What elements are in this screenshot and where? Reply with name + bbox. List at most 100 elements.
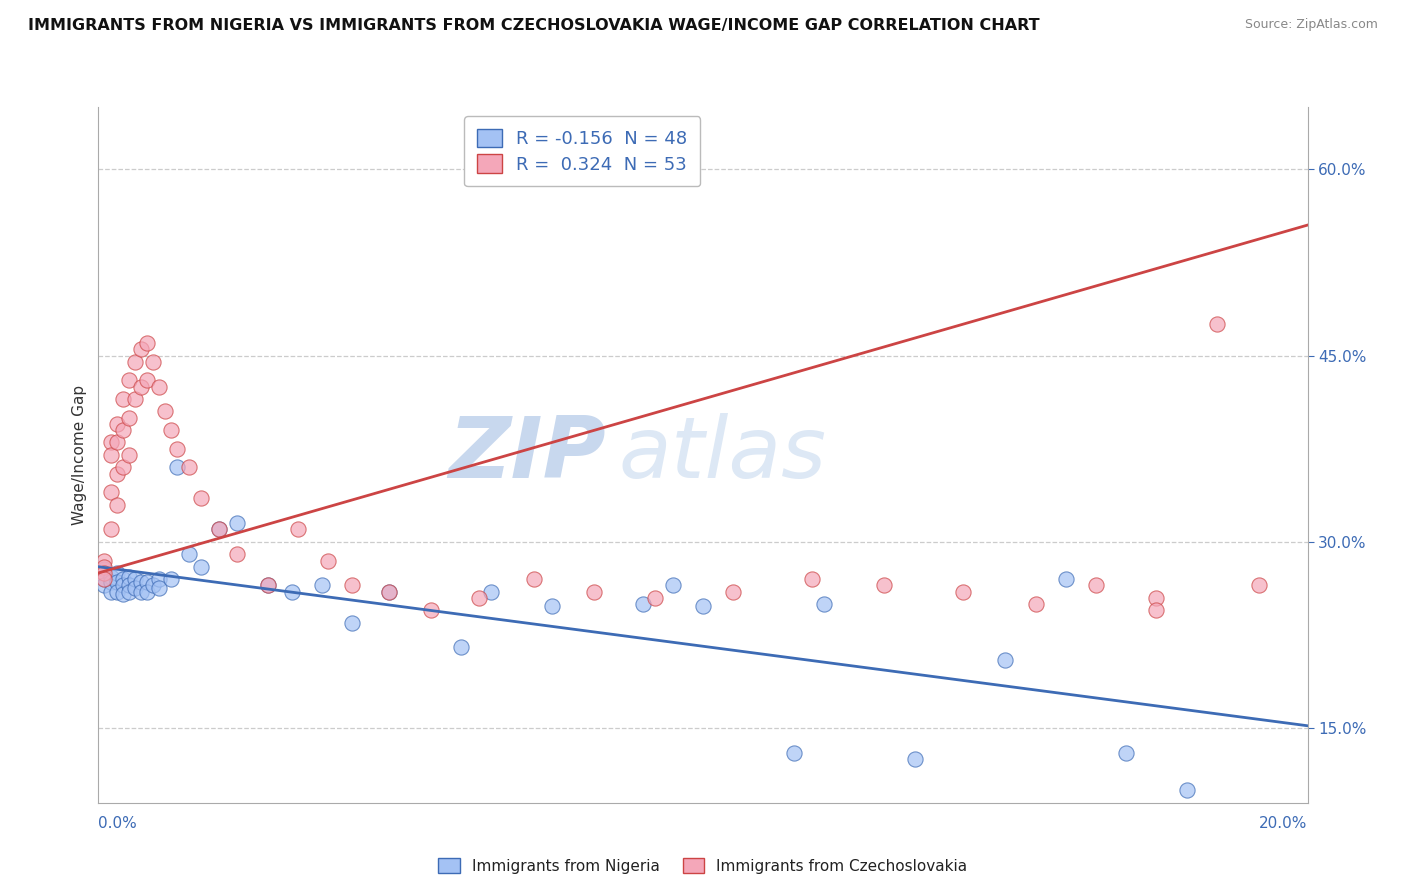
Legend: R = -0.156  N = 48, R =  0.324  N = 53: R = -0.156 N = 48, R = 0.324 N = 53 xyxy=(464,116,700,186)
Point xyxy=(124,392,146,406)
Point xyxy=(129,584,152,599)
Text: 0.0%: 0.0% xyxy=(98,816,138,831)
Point xyxy=(93,559,115,574)
Point xyxy=(105,417,128,431)
Point xyxy=(100,485,122,500)
Point xyxy=(93,562,115,576)
Point xyxy=(783,746,806,760)
Point xyxy=(93,572,115,586)
Point xyxy=(1144,603,1167,617)
Point xyxy=(256,578,278,592)
Point xyxy=(256,578,278,592)
Point xyxy=(281,584,304,599)
Point xyxy=(100,584,122,599)
Point xyxy=(100,574,122,589)
Point xyxy=(129,574,152,589)
Point xyxy=(166,442,188,456)
Point xyxy=(118,410,141,425)
Point xyxy=(142,355,165,369)
Point xyxy=(153,404,176,418)
Point xyxy=(111,572,134,586)
Point xyxy=(111,578,134,592)
Point xyxy=(105,584,128,599)
Point xyxy=(105,435,128,450)
Point xyxy=(952,584,974,599)
Point xyxy=(583,584,606,599)
Point xyxy=(420,603,443,617)
Point xyxy=(111,423,134,437)
Point xyxy=(644,591,666,605)
Point xyxy=(190,491,212,506)
Point xyxy=(93,566,115,580)
Point xyxy=(135,336,157,351)
Point xyxy=(450,640,472,655)
Point xyxy=(111,587,134,601)
Text: Source: ZipAtlas.com: Source: ZipAtlas.com xyxy=(1244,18,1378,31)
Point xyxy=(166,460,188,475)
Point xyxy=(148,379,170,393)
Text: atlas: atlas xyxy=(619,413,827,497)
Point xyxy=(148,572,170,586)
Point xyxy=(129,379,152,393)
Point xyxy=(523,572,546,586)
Point xyxy=(1115,746,1137,760)
Point xyxy=(118,578,141,592)
Point xyxy=(135,584,157,599)
Point xyxy=(105,574,128,589)
Point xyxy=(226,516,249,531)
Point xyxy=(1054,572,1077,586)
Y-axis label: Wage/Income Gap: Wage/Income Gap xyxy=(72,384,87,525)
Point xyxy=(662,578,685,592)
Point xyxy=(124,581,146,595)
Point xyxy=(111,460,134,475)
Point xyxy=(105,498,128,512)
Point xyxy=(111,392,134,406)
Point xyxy=(100,523,122,537)
Point xyxy=(692,599,714,614)
Point xyxy=(179,547,201,561)
Text: IMMIGRANTS FROM NIGERIA VS IMMIGRANTS FROM CZECHOSLOVAKIA WAGE/INCOME GAP CORREL: IMMIGRANTS FROM NIGERIA VS IMMIGRANTS FR… xyxy=(28,18,1040,33)
Legend: Immigrants from Nigeria, Immigrants from Czechoslovakia: Immigrants from Nigeria, Immigrants from… xyxy=(432,852,974,880)
Point xyxy=(342,615,364,630)
Point xyxy=(873,578,896,592)
Point xyxy=(311,578,333,592)
Point xyxy=(179,460,201,475)
Point xyxy=(105,566,128,580)
Point xyxy=(124,355,146,369)
Point xyxy=(118,584,141,599)
Point xyxy=(377,584,399,599)
Point xyxy=(540,599,562,614)
Point xyxy=(631,597,654,611)
Point xyxy=(1175,783,1198,797)
Point xyxy=(1144,591,1167,605)
Point xyxy=(118,448,141,462)
Point xyxy=(100,570,122,584)
Point xyxy=(904,752,927,766)
Point xyxy=(723,584,745,599)
Point xyxy=(118,570,141,584)
Point xyxy=(316,553,339,567)
Point xyxy=(118,373,141,387)
Point xyxy=(135,574,157,589)
Point xyxy=(287,523,309,537)
Point xyxy=(160,572,183,586)
Point xyxy=(148,581,170,595)
Point xyxy=(226,547,249,561)
Point xyxy=(105,467,128,481)
Text: 20.0%: 20.0% xyxy=(1260,816,1308,831)
Point xyxy=(100,435,122,450)
Point xyxy=(100,448,122,462)
Point xyxy=(481,584,503,599)
Point xyxy=(1085,578,1108,592)
Point xyxy=(1249,578,1271,592)
Point xyxy=(142,578,165,592)
Point xyxy=(1206,318,1229,332)
Point xyxy=(208,523,231,537)
Point xyxy=(93,578,115,592)
Point xyxy=(377,584,399,599)
Point xyxy=(342,578,364,592)
Point xyxy=(994,653,1017,667)
Point xyxy=(135,373,157,387)
Point xyxy=(160,423,183,437)
Point xyxy=(129,343,152,357)
